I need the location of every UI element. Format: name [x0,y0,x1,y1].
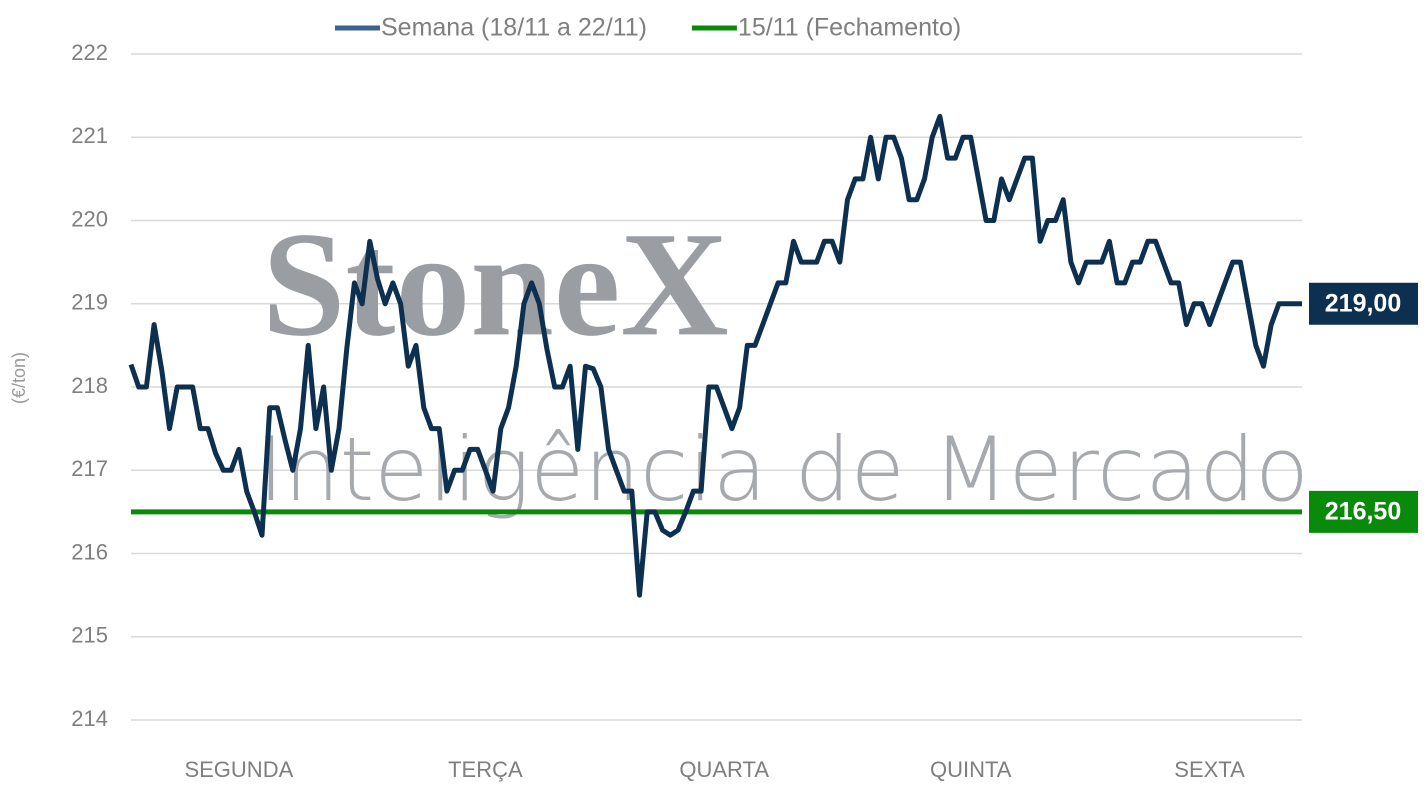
x-tick-label: SEGUNDA [184,757,293,782]
y-tick-label: 216 [71,539,108,564]
reference-label: 216,50 [1325,497,1401,525]
x-tick-label: QUARTA [679,757,769,782]
x-tick-label: SEXTA [1174,757,1245,782]
y-tick-label: 215 [71,623,108,648]
x-tick-label: QUINTA [930,757,1012,782]
y-tick-label: 218 [71,373,108,398]
x-tick-label: TERÇA [448,757,523,782]
y-tick-label: 221 [71,123,108,148]
watermark-subtitle: Inteligência de Mercado [258,418,1309,521]
y-tick-label: 220 [71,206,108,231]
watermark-logo: StoneX [262,201,729,367]
end-label-box [1309,282,1418,325]
y-tick-label: 219 [71,290,108,315]
y-tick-label: 222 [71,40,108,65]
legend-label: 15/11 (Fechamento) [738,14,961,42]
reference-label-box [1309,490,1418,533]
end-label: 219,00 [1325,289,1401,317]
y-tick-label: 217 [71,456,108,481]
series-line [128,113,1302,598]
y-tick-label: 214 [71,706,108,731]
y-axis-label: (€/ton) [9,352,29,404]
legend-label: Semana (18/11 a 22/11) [381,14,647,42]
